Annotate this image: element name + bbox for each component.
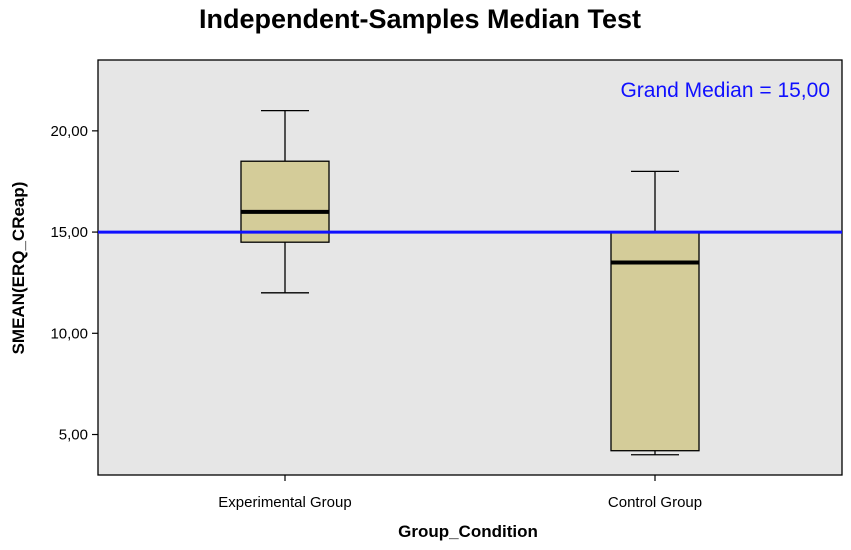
x-axis: Experimental Group Control Group: [218, 475, 702, 511]
chart-title: Independent-Samples Median Test: [199, 4, 641, 34]
plot-area: [97, 59, 843, 476]
box-experimental-group: [240, 109, 330, 294]
x-tick-label: Control Group: [608, 494, 702, 511]
grand-median-label: Grand Median = 15,00: [620, 79, 830, 102]
iqr-box: [610, 231, 700, 452]
box-control-group: [610, 170, 700, 456]
y-tick-label: 15,00: [50, 224, 88, 241]
y-tick-label: 20,00: [50, 123, 88, 140]
y-tick-label: 10,00: [50, 325, 88, 342]
y-tick-label: 5,00: [59, 427, 88, 444]
x-tick-label: Experimental Group: [218, 494, 351, 511]
box-series: [240, 109, 700, 456]
reference-line-group: Grand Median = 15,00: [98, 79, 842, 234]
iqr-box: [240, 160, 330, 243]
y-axis-label: SMEAN(ERQ_CReap): [9, 182, 28, 355]
x-axis-label: Group_Condition: [398, 522, 538, 541]
y-axis: 5,00 10,00 15,00 20,00: [50, 123, 98, 444]
